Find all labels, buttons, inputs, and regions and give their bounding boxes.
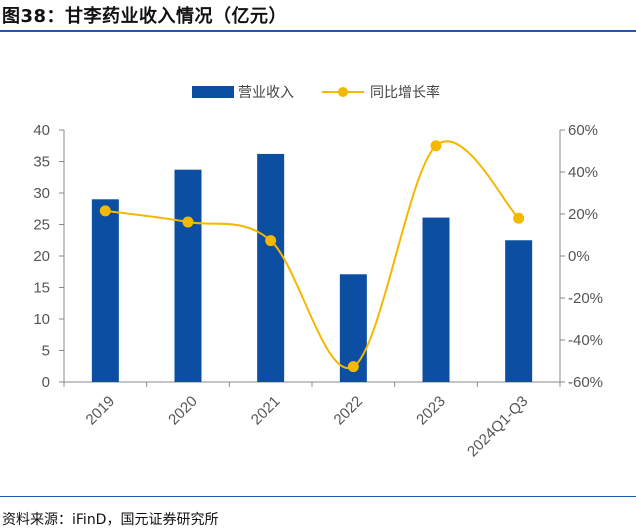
growth-rate-point (182, 216, 194, 228)
legend-bar-swatch (192, 86, 234, 98)
revenue-bar (422, 217, 450, 382)
right-tick-label: -20% (568, 290, 603, 307)
growth-rate-point (513, 212, 525, 224)
left-tick-label: 35 (33, 154, 50, 171)
x-category-label: 2019 (83, 393, 119, 429)
x-category-label: 2022 (331, 393, 367, 429)
title-divider (0, 30, 636, 32)
growth-rate-point (430, 140, 442, 152)
growth-rate-point (265, 235, 277, 247)
right-tick-label: 20% (568, 206, 598, 223)
revenue-bar (91, 199, 119, 382)
growth-rate-line (105, 140, 520, 370)
growth-rate-point (99, 205, 111, 217)
source-note: 资料来源：iFinD，国元证券研究所 (2, 512, 219, 528)
x-category-label: 2021 (248, 393, 284, 429)
legend-bar-label: 营业收入 (238, 85, 294, 101)
right-tick-label: -40% (568, 332, 603, 349)
revenue-chart: 0 5 10 15 20 25 30 35 40 -60% -40% -20% 0% 20% 40% 60% 2… (33, 84, 603, 460)
left-tick-label: 30 (33, 185, 50, 202)
left-tick-label: 0 (42, 374, 50, 391)
source-divider (0, 496, 636, 498)
right-tick-label: 60% (568, 122, 598, 139)
right-tick-label: 0% (568, 248, 590, 265)
left-tick-label: 40 (33, 122, 50, 139)
x-category-label: 2024Q1-Q3 (464, 393, 531, 460)
left-tick-label: 25 (33, 217, 50, 234)
left-tick-label: 20 (33, 248, 50, 265)
revenue-bar (257, 153, 285, 382)
x-category-label: 2020 (165, 393, 201, 429)
revenue-bar (505, 240, 533, 382)
revenue-bar (174, 169, 202, 382)
left-tick-label: 15 (33, 280, 50, 297)
left-tick-label: 5 (42, 343, 50, 360)
right-tick-label: 40% (568, 164, 598, 181)
chart-title: 图38：甘李药业收入情况（亿元） (2, 6, 288, 27)
left-tick-label: 10 (33, 311, 50, 328)
x-category-label: 2023 (413, 393, 449, 429)
right-tick-label: -60% (568, 374, 603, 391)
legend-line-marker (338, 87, 348, 97)
growth-rate-point (347, 361, 359, 373)
legend-line-label: 同比增长率 (370, 84, 440, 101)
